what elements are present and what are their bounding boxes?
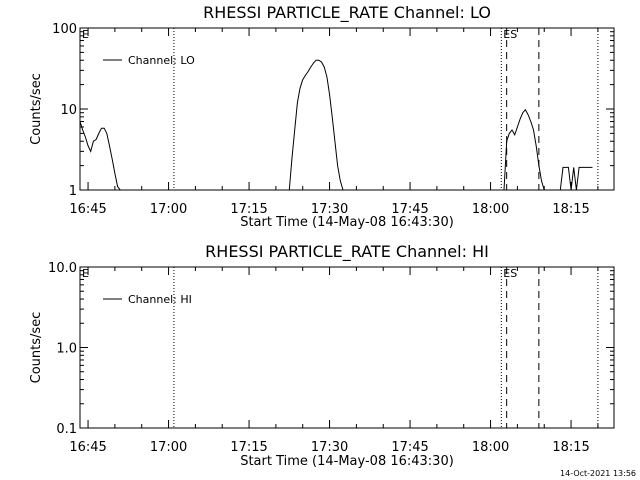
x-tick-label: 17:15: [230, 440, 267, 455]
y-axis-label: Counts/sec: [29, 312, 44, 384]
series-line-segment: [503, 108, 545, 191]
event-flag-label: E: [82, 267, 89, 280]
y-tick-label: 1.0: [56, 342, 77, 357]
y-tick-label: 1: [69, 184, 77, 199]
x-tick-label: 16:45: [69, 440, 106, 455]
x-tick-label: 17:00: [150, 202, 187, 217]
chart-title: RHESSI PARTICLE_RATE Channel: HI: [205, 242, 489, 262]
series-line-segment: [79, 121, 121, 191]
legend-label: Channel: HI: [128, 293, 192, 306]
series-line-segment: [288, 59, 344, 191]
x-tick-label: 17:00: [150, 440, 187, 455]
x-tick-label: 16:45: [69, 202, 106, 217]
x-tick-label: 17:15: [230, 202, 267, 217]
footer-timestamp: 14-Oct-2021 13:56: [560, 469, 636, 478]
x-tick-label: 18:00: [472, 440, 509, 455]
x-axis-label: Start Time (14-May-08 16:43:30): [240, 215, 454, 230]
x-tick-label: 17:45: [391, 440, 428, 455]
plot-frame: [79, 27, 615, 191]
legend-label: Channel: LO: [128, 54, 195, 67]
x-axis-label: Start Time (14-May-08 16:43:30): [240, 454, 454, 469]
x-tick-label: 18:15: [552, 202, 589, 217]
series-line-segment: [557, 166, 593, 191]
y-tick-label: 10: [60, 103, 77, 118]
x-tick-label: 18:15: [552, 440, 589, 455]
y-tick-label: 100: [52, 22, 77, 37]
y-tick-label: 0.1: [56, 422, 77, 437]
y-tick-label: 10.0: [48, 261, 77, 276]
x-tick-label: 18:00: [472, 202, 509, 217]
plot-frame: [79, 266, 615, 429]
x-tick-label: 17:45: [391, 202, 428, 217]
y-axis-label: Counts/sec: [29, 73, 44, 145]
chart-title: RHESSI PARTICLE_RATE Channel: LO: [203, 3, 491, 23]
event-flag-label: ES: [503, 267, 517, 280]
event-flag-label: ES: [503, 28, 517, 41]
event-flag-label: E: [82, 28, 89, 41]
x-tick-label: 17:30: [311, 440, 348, 455]
x-tick-label: 17:30: [311, 202, 348, 217]
